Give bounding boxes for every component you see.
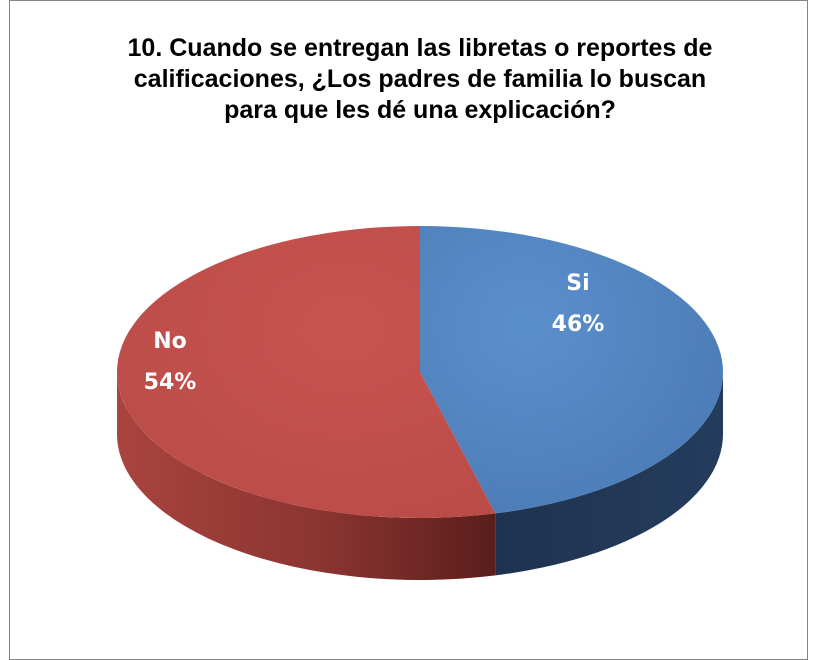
pie-side-no xyxy=(117,372,496,580)
slice-percent-si: 46% xyxy=(552,312,605,337)
slice-label-si: Si xyxy=(566,271,589,296)
slice-percent-no: 54% xyxy=(144,370,197,395)
pie-side-si xyxy=(495,372,723,576)
pie-slice-si xyxy=(420,226,724,514)
pie-slice-no xyxy=(117,226,496,518)
slice-label-no: No xyxy=(153,329,187,354)
chart-title: 10. Cuando se entregan las libretas o re… xyxy=(127,34,713,124)
pie-chart: Si 46% No 54% xyxy=(117,226,724,580)
